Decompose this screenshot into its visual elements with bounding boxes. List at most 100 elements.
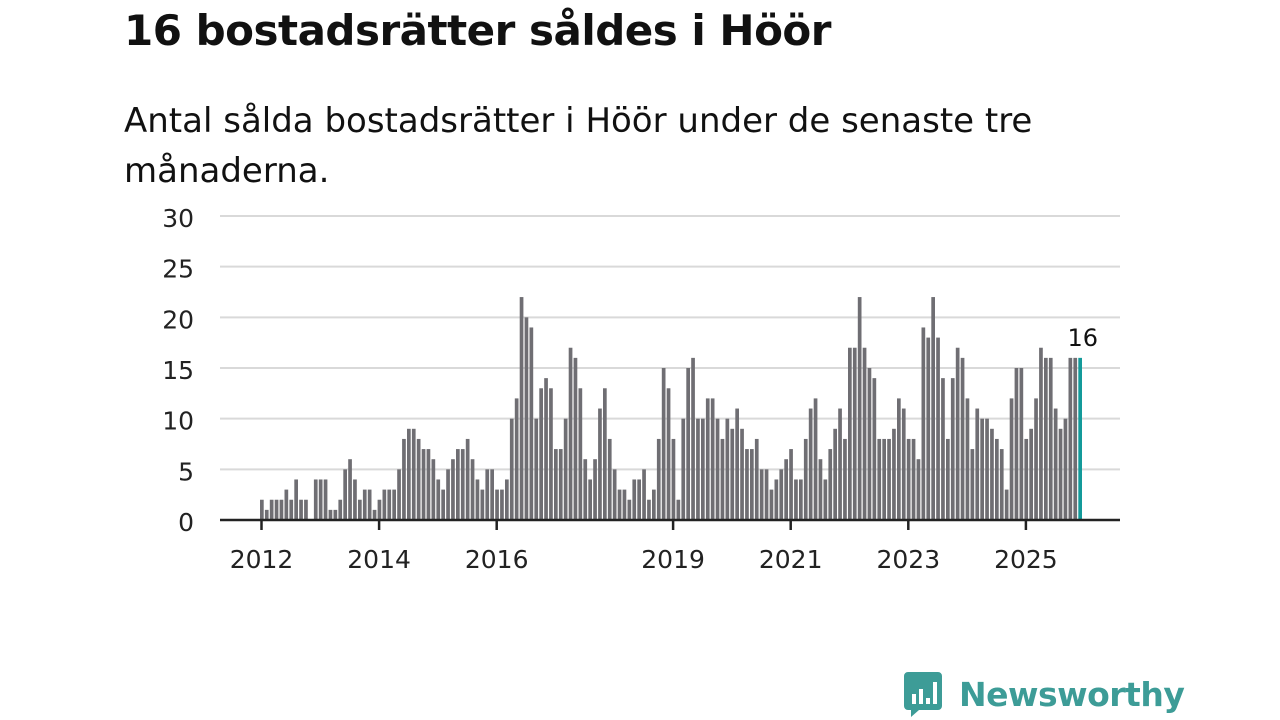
bar (490, 469, 494, 520)
x-tick-label: 2014 (347, 545, 411, 574)
brand-name: Newsworthy (959, 674, 1185, 714)
bar (720, 438, 725, 520)
bar (304, 499, 308, 520)
data-label-latest: 16 (1067, 324, 1098, 352)
bar (465, 438, 470, 520)
bar (505, 479, 509, 520)
bar (946, 438, 950, 520)
newsworthy-logo: Newsworthy (903, 670, 1185, 718)
bar (794, 479, 798, 520)
bar (1039, 347, 1043, 520)
bar (681, 418, 686, 520)
bar (999, 449, 1004, 520)
bar (558, 449, 563, 520)
bar (897, 398, 901, 520)
bar (627, 499, 632, 520)
bar (828, 449, 833, 520)
bar (970, 449, 975, 520)
bar (710, 398, 715, 520)
bar (529, 327, 534, 520)
bar (588, 479, 592, 520)
bar (260, 499, 264, 520)
bar (392, 489, 396, 520)
x-tick-label: 2012 (230, 545, 294, 574)
bar (549, 388, 553, 520)
bar (554, 449, 558, 520)
bar (377, 499, 382, 520)
bar (887, 438, 891, 520)
bar (779, 469, 784, 520)
bar (980, 418, 984, 520)
bar (441, 489, 445, 520)
y-tick-label: 25 (162, 255, 194, 284)
bar (1029, 428, 1033, 520)
bar (877, 438, 882, 520)
bar (642, 469, 646, 520)
bar (426, 449, 431, 520)
x-tick-label: 2016 (465, 545, 529, 574)
bar (799, 479, 803, 520)
bar (857, 297, 862, 520)
bar (931, 297, 935, 520)
chart-subtitle: Antal sålda bostadsrätter i Höör under d… (124, 101, 1033, 191)
bar (514, 398, 519, 520)
bar (906, 438, 911, 520)
bar (843, 438, 847, 520)
bar (612, 469, 617, 520)
bar (294, 479, 298, 520)
bar (995, 438, 999, 520)
bar (416, 438, 421, 520)
bar (960, 357, 965, 520)
bar (446, 469, 450, 520)
bar (813, 398, 818, 520)
bar (289, 499, 294, 520)
bar (274, 499, 279, 520)
bar (573, 357, 578, 520)
bar (353, 479, 357, 520)
bar (348, 459, 352, 520)
bar (691, 357, 695, 520)
bar (436, 479, 441, 520)
bar (1009, 398, 1014, 520)
bar (313, 479, 318, 520)
chart-title: 16 bostadsrätter såldes i Höör (124, 6, 832, 55)
bar (867, 368, 872, 520)
bar (862, 347, 867, 520)
bar (656, 438, 661, 520)
bar (872, 378, 877, 520)
x-tick-label: 2019 (641, 545, 705, 574)
bar (730, 428, 735, 520)
bar (495, 489, 499, 520)
y-tick-label: 0 (178, 508, 194, 537)
bar (647, 499, 651, 520)
bar (1068, 357, 1073, 520)
bar (460, 449, 465, 520)
bar (318, 479, 323, 520)
bar (735, 408, 739, 520)
bar (299, 499, 303, 520)
bar (882, 438, 886, 520)
bar (725, 418, 730, 520)
bar (593, 459, 597, 520)
bar (901, 408, 906, 520)
newsworthy-logo-icon (904, 672, 942, 717)
bar (1073, 357, 1078, 520)
bar (975, 408, 980, 520)
y-tick-label: 5 (178, 457, 194, 486)
bar (936, 337, 940, 520)
bar (475, 479, 480, 520)
bar (921, 327, 926, 520)
bar (1058, 428, 1063, 520)
bar (397, 469, 401, 520)
bar (823, 479, 828, 520)
bar (509, 418, 514, 520)
bar (916, 459, 921, 520)
bar (833, 428, 837, 520)
bar (387, 489, 392, 520)
y-tick-label: 15 (162, 356, 194, 385)
bar (1034, 398, 1038, 520)
bar (911, 438, 916, 520)
bar (754, 438, 759, 520)
x-tick-label: 2025 (994, 545, 1058, 574)
